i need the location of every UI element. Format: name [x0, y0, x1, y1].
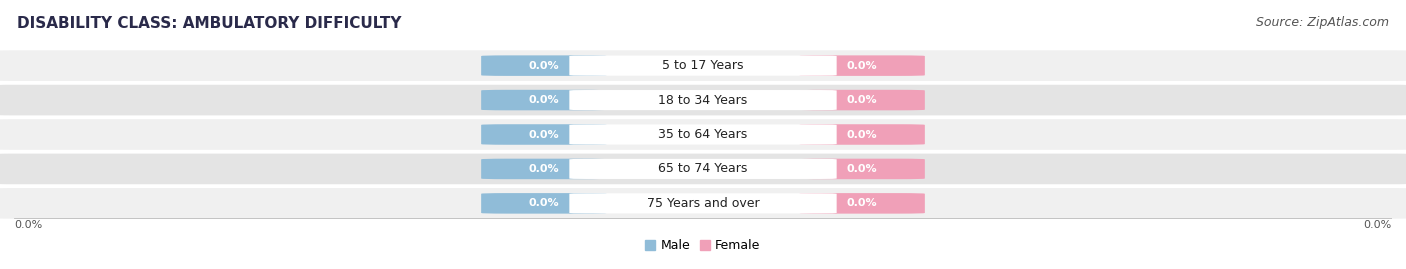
Text: 0.0%: 0.0%	[529, 95, 560, 105]
Text: 0.0%: 0.0%	[529, 129, 560, 140]
FancyBboxPatch shape	[800, 124, 925, 145]
Text: 0.0%: 0.0%	[846, 95, 877, 105]
FancyBboxPatch shape	[0, 85, 1406, 115]
FancyBboxPatch shape	[569, 56, 837, 76]
Text: 18 to 34 Years: 18 to 34 Years	[658, 94, 748, 107]
FancyBboxPatch shape	[800, 55, 925, 76]
Text: 0.0%: 0.0%	[846, 164, 877, 174]
Text: 0.0%: 0.0%	[846, 61, 877, 71]
FancyBboxPatch shape	[0, 119, 1406, 150]
FancyBboxPatch shape	[569, 193, 837, 213]
FancyBboxPatch shape	[0, 188, 1406, 219]
Text: DISABILITY CLASS: AMBULATORY DIFFICULTY: DISABILITY CLASS: AMBULATORY DIFFICULTY	[17, 16, 401, 31]
Text: 75 Years and over: 75 Years and over	[647, 197, 759, 210]
FancyBboxPatch shape	[569, 159, 837, 179]
FancyBboxPatch shape	[800, 90, 925, 110]
Text: 35 to 64 Years: 35 to 64 Years	[658, 128, 748, 141]
FancyBboxPatch shape	[800, 193, 925, 214]
Text: 0.0%: 0.0%	[529, 61, 560, 71]
FancyBboxPatch shape	[0, 154, 1406, 184]
Text: 0.0%: 0.0%	[846, 129, 877, 140]
FancyBboxPatch shape	[569, 125, 837, 144]
Text: 0.0%: 0.0%	[1364, 220, 1392, 230]
Text: 65 to 74 Years: 65 to 74 Years	[658, 162, 748, 175]
FancyBboxPatch shape	[481, 55, 606, 76]
FancyBboxPatch shape	[0, 50, 1406, 81]
Text: 0.0%: 0.0%	[846, 198, 877, 208]
Text: 0.0%: 0.0%	[14, 220, 42, 230]
FancyBboxPatch shape	[481, 193, 606, 214]
FancyBboxPatch shape	[481, 90, 606, 110]
FancyBboxPatch shape	[800, 159, 925, 179]
FancyBboxPatch shape	[481, 124, 606, 145]
Text: 0.0%: 0.0%	[529, 198, 560, 208]
FancyBboxPatch shape	[569, 90, 837, 110]
Legend: Male, Female: Male, Female	[645, 239, 761, 252]
Text: 0.0%: 0.0%	[529, 164, 560, 174]
Text: 5 to 17 Years: 5 to 17 Years	[662, 59, 744, 72]
FancyBboxPatch shape	[481, 159, 606, 179]
Text: Source: ZipAtlas.com: Source: ZipAtlas.com	[1256, 16, 1389, 29]
